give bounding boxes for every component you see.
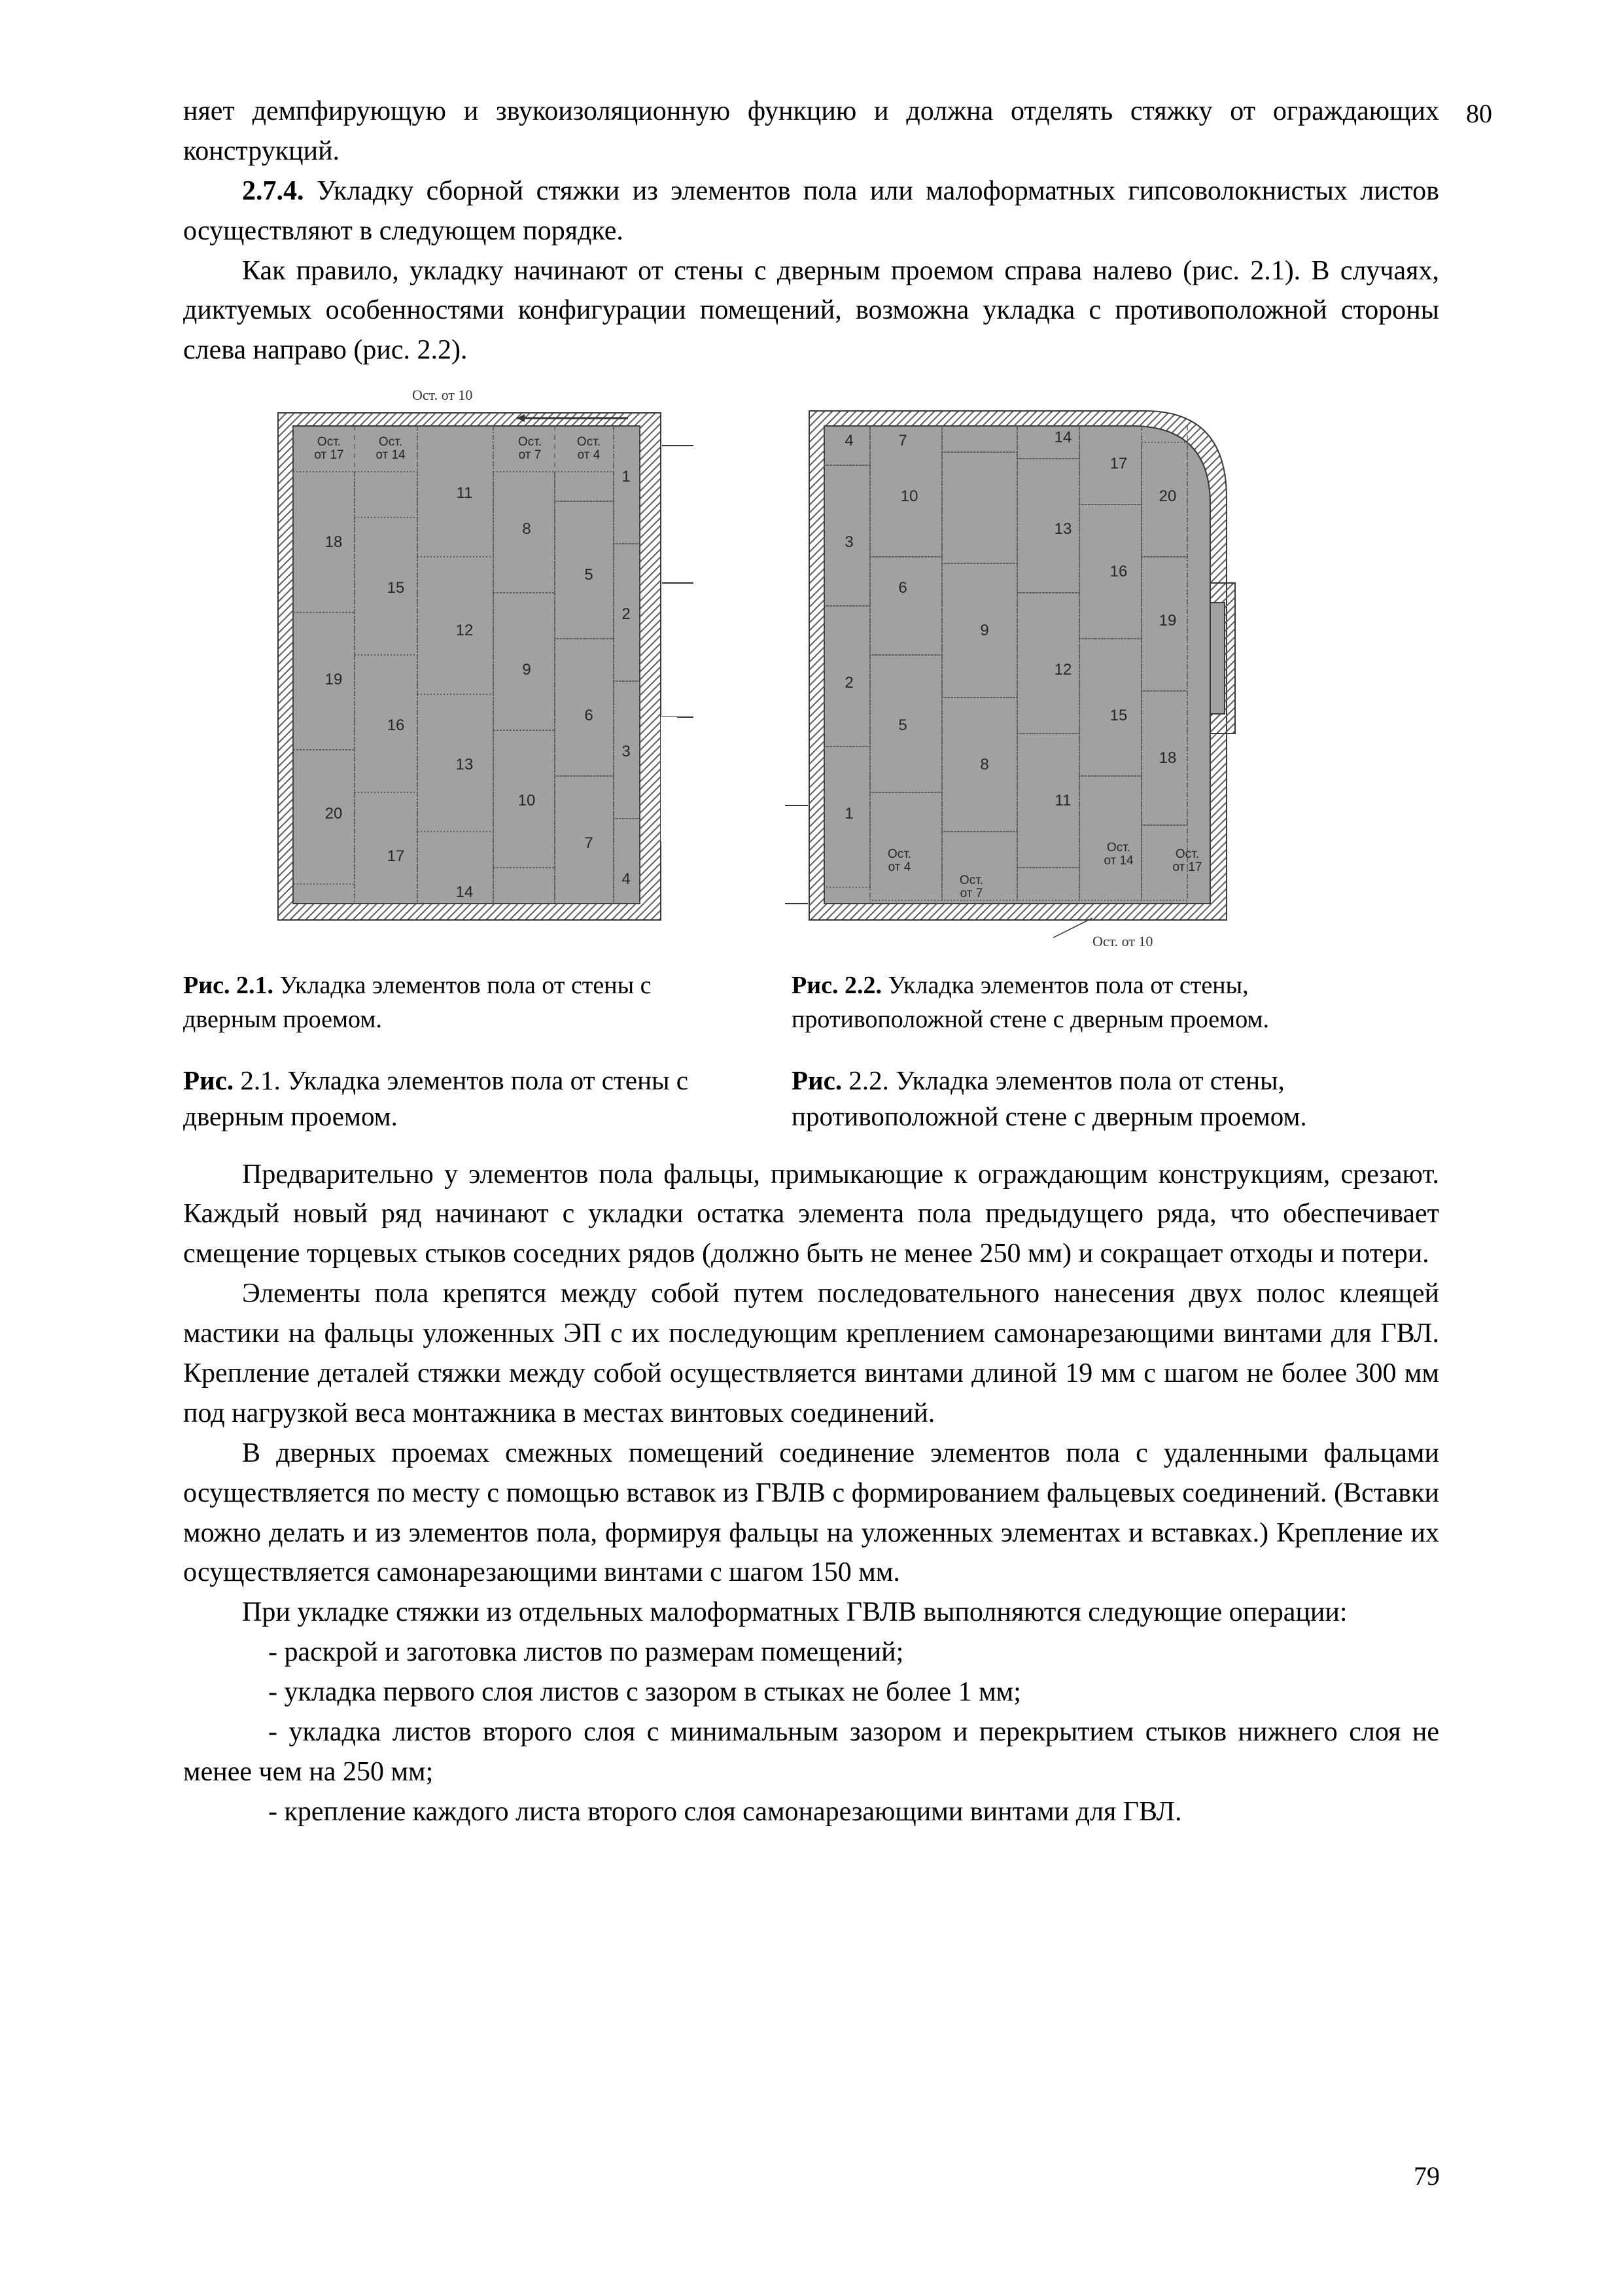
- svg-text:10: 10: [518, 792, 536, 809]
- svg-text:от 17: от 17: [1172, 860, 1202, 874]
- svg-text:8: 8: [522, 520, 531, 538]
- svg-text:15: 15: [1110, 707, 1128, 724]
- caption-2-2b: Рис. 2.2. Укладка элементов пола от стен…: [792, 1063, 1406, 1135]
- svg-text:14: 14: [1055, 429, 1072, 446]
- svg-text:5: 5: [898, 716, 907, 734]
- figures-row: Ост. от 10 Ост.от 17Ост.от 14Ост.от 7Ост…: [242, 387, 1439, 956]
- caption-2-1: Рис. 2.1. Укладка элементов пола от стен…: [183, 969, 713, 1036]
- svg-text:Ост.: Ост.: [518, 435, 542, 449]
- svg-text:17: 17: [387, 847, 405, 865]
- svg-text:20: 20: [325, 805, 343, 822]
- svg-text:6: 6: [584, 707, 593, 724]
- svg-text:Ост. от 10: Ост. от 10: [412, 387, 472, 403]
- svg-text:14: 14: [456, 883, 474, 901]
- caption-2-2b-text: 2.2. Укладка элементов пола от стены, пр…: [792, 1065, 1307, 1131]
- page-number-bottom: 79: [1414, 2161, 1440, 2191]
- svg-text:от 4: от 4: [888, 860, 911, 874]
- figure-2-2-svg: 47103692581Ост.от 4Ост.от 71417131620191…: [778, 387, 1276, 956]
- svg-text:12: 12: [1055, 661, 1072, 679]
- svg-text:от 4: от 4: [578, 448, 601, 462]
- svg-text:20: 20: [1159, 487, 1177, 505]
- svg-text:Ост.: Ост.: [960, 874, 983, 887]
- svg-text:11: 11: [457, 484, 473, 502]
- paragraph-1: няет демпфирующую и звукоизоляционную фу…: [183, 92, 1439, 171]
- svg-text:1: 1: [621, 468, 630, 486]
- svg-text:Ост. от 10: Ост. от 10: [1092, 933, 1153, 949]
- svg-text:18: 18: [1159, 749, 1177, 767]
- svg-text:3: 3: [621, 743, 630, 760]
- caption-2-1-label: Рис. 2.1.: [183, 972, 273, 999]
- svg-text:от 14: от 14: [1104, 854, 1134, 868]
- svg-text:19: 19: [325, 671, 343, 688]
- svg-text:7: 7: [584, 834, 593, 852]
- svg-text:Ост.: Ост.: [1176, 847, 1199, 861]
- svg-text:17: 17: [1110, 455, 1128, 472]
- svg-text:7: 7: [898, 432, 907, 450]
- svg-text:8: 8: [980, 756, 988, 773]
- svg-text:2: 2: [845, 674, 853, 692]
- paragraph-7: При укладке стяжки из отдельных малоформ…: [183, 1593, 1439, 1633]
- caption-2-1b-text: 2.1. Укладка элементов пола от стены с д…: [183, 1065, 688, 1131]
- page-number-top: 80: [1466, 98, 1492, 129]
- embedded-captions: Рис. 2.1. Укладка элементов пола от стен…: [183, 969, 1439, 1036]
- figure-2-1-svg: Ост. от 10 Ост.от 17Ост.от 14Ост.от 7Ост…: [242, 387, 700, 943]
- svg-text:Ост.: Ост.: [1107, 841, 1130, 855]
- svg-text:4: 4: [845, 432, 853, 450]
- paragraph-5: Элементы пола крепятся между собой путем…: [183, 1274, 1439, 1434]
- svg-text:3: 3: [845, 533, 853, 551]
- svg-text:от 7: от 7: [519, 448, 542, 462]
- figure-2-1: Ост. от 10 Ост.от 17Ост.от 14Ост.от 7Ост…: [242, 387, 700, 956]
- svg-text:13: 13: [456, 756, 474, 773]
- svg-text:Ост.: Ост.: [577, 435, 601, 449]
- section-number: 2.7.4.: [242, 176, 304, 206]
- svg-text:18: 18: [325, 533, 343, 551]
- svg-text:от 17: от 17: [314, 448, 343, 462]
- caption-2-1b-label: Рис.: [183, 1065, 234, 1095]
- svg-text:1: 1: [845, 805, 853, 822]
- svg-text:16: 16: [1110, 563, 1128, 580]
- paragraph-4: Предварительно у элементов пола фальцы, …: [183, 1155, 1439, 1275]
- svg-text:от 7: от 7: [960, 887, 983, 900]
- list-item-1: - раскрой и заготовка листов по размерам…: [183, 1633, 1439, 1672]
- svg-text:от 14: от 14: [375, 448, 406, 462]
- svg-text:9: 9: [980, 622, 988, 639]
- svg-text:13: 13: [1055, 520, 1072, 538]
- svg-text:11: 11: [1055, 792, 1072, 809]
- caption-2-1b: Рис. 2.1. Укладка элементов пола от стен…: [183, 1063, 759, 1135]
- svg-text:16: 16: [387, 716, 405, 734]
- svg-text:15: 15: [387, 579, 405, 597]
- paragraph-2-text: Укладку сборной стяжки из элементов пола…: [183, 176, 1439, 246]
- figure-2-2: 47103692581Ост.от 4Ост.от 71417131620191…: [778, 387, 1276, 956]
- svg-text:9: 9: [522, 661, 531, 679]
- svg-text:6: 6: [898, 579, 907, 597]
- caption-2-2-label: Рис. 2.2.: [792, 972, 882, 999]
- list-item-2: - укладка первого слоя листов с зазором …: [183, 1672, 1439, 1712]
- paragraph-6: В дверных проемах смежных помещений соед…: [183, 1434, 1439, 1593]
- caption-2-2: Рис. 2.2. Укладка элементов пола от стен…: [792, 969, 1367, 1036]
- svg-text:10: 10: [901, 487, 918, 505]
- list-item-3: - укладка листов второго слоя с минималь…: [183, 1712, 1439, 1792]
- caption-2-2b-label: Рис.: [792, 1065, 842, 1095]
- svg-text:2: 2: [621, 605, 630, 623]
- svg-text:Ост.: Ост.: [317, 435, 341, 449]
- list-item-4: - крепление каждого листа второго слоя с…: [183, 1792, 1439, 1832]
- svg-text:5: 5: [584, 566, 593, 584]
- paragraph-3: Как правило, укладку начинают от стены с…: [183, 251, 1439, 371]
- svg-text:Ост.: Ост.: [888, 847, 911, 861]
- page-content: няет демпфирующую и звукоизоляционную фу…: [183, 92, 1439, 1832]
- svg-text:4: 4: [621, 870, 630, 888]
- svg-text:Ост.: Ост.: [379, 435, 402, 449]
- text-captions: Рис. 2.1. Укладка элементов пола от стен…: [183, 1063, 1439, 1135]
- svg-text:19: 19: [1159, 612, 1177, 629]
- svg-text:12: 12: [456, 622, 474, 639]
- paragraph-2: 2.7.4. Укладку сборной стяжки из элемент…: [183, 171, 1439, 251]
